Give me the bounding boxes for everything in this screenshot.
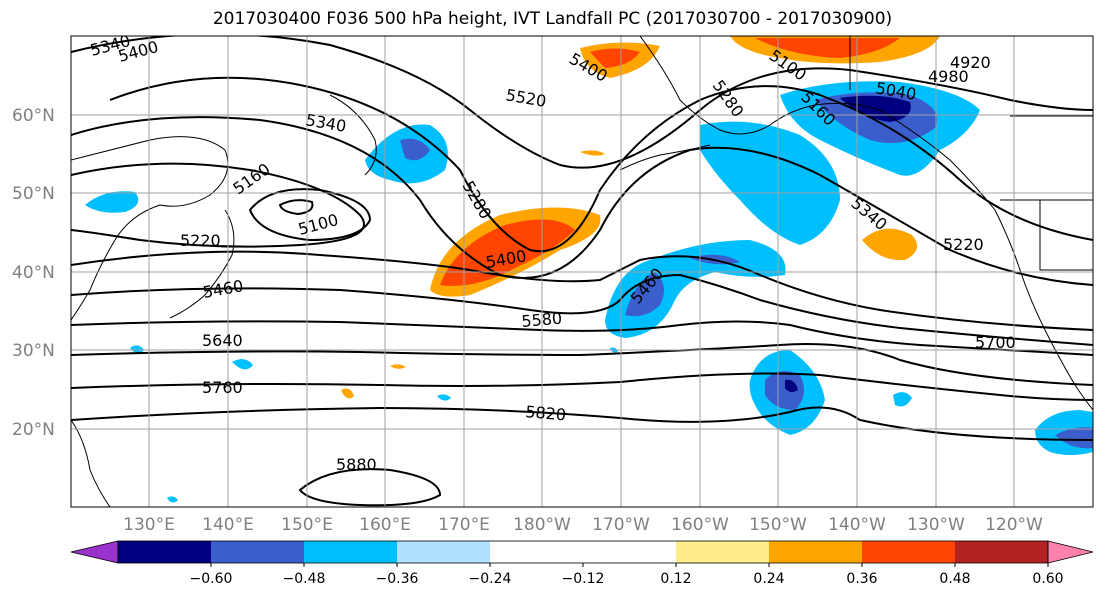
contour-line <box>71 320 1093 356</box>
contour-label: 5820 <box>525 402 567 424</box>
contour-label: 5760 <box>202 378 243 397</box>
ivt-positive-region <box>590 48 640 68</box>
coastline-asia <box>71 136 229 321</box>
lat-label: 40°N <box>12 263 55 283</box>
ivt-negative-region <box>85 191 139 213</box>
state-border <box>849 36 1093 271</box>
ivt-negative-region <box>437 394 451 401</box>
contour-line <box>248 188 372 242</box>
coastline-kamchatka <box>329 94 377 176</box>
ivt-negative-region <box>700 121 840 245</box>
coastline-japan <box>169 209 235 319</box>
contour-line <box>71 116 1093 286</box>
lon-label: 150°W <box>749 515 807 535</box>
colorbar-tick-label: −0.24 <box>469 571 512 587</box>
colorbar-bin <box>304 541 398 563</box>
contour-line <box>71 343 1093 386</box>
ivt-positive-region <box>440 219 575 286</box>
colorbar-tick-label: 0.48 <box>939 571 970 587</box>
ivt-negative-region <box>785 379 798 393</box>
ivt-negative-region <box>893 392 912 407</box>
coastline-na-west <box>994 209 1093 411</box>
contour-label: 5220 <box>180 231 221 250</box>
colorbar: −0.60 −0.48 −0.36 −0.24 −0.12 0.12 0.24 0.36 0.4… <box>70 540 1094 587</box>
contour-line <box>71 273 1093 346</box>
lon-label: 140°W <box>828 515 886 535</box>
lon-label: 130°E <box>123 515 175 535</box>
lon-label: 130°W <box>907 515 965 535</box>
ivt-positive-region <box>341 388 354 399</box>
ivt-positive-region <box>580 150 605 156</box>
coastlines <box>71 36 1093 507</box>
colorbar-tick-label: 0.12 <box>660 571 691 587</box>
longitude-labels: 130°E 140°E 150°E 160°E 170°E 180°W 170°… <box>123 515 1043 535</box>
lon-label: 120°W <box>985 515 1043 535</box>
ivt-shading <box>85 36 1093 503</box>
lat-label: 50°N <box>12 184 55 204</box>
lat-label: 20°N <box>12 420 55 440</box>
ivt-negative-region <box>167 496 178 503</box>
contour-label: 5640 <box>202 331 243 350</box>
graticule <box>71 36 1093 507</box>
colorbar-tick-label: 0.24 <box>753 571 784 587</box>
coastline-asia-south <box>71 419 111 507</box>
contour-line <box>278 199 314 216</box>
ivt-negative-region <box>765 371 804 410</box>
colorbar-tick-label: 0.36 <box>846 571 877 587</box>
ivt-negative-region <box>400 138 430 161</box>
lon-label: 170°E <box>438 515 490 535</box>
height-contours <box>71 36 1093 507</box>
contour-line <box>71 372 1093 401</box>
lat-label: 30°N <box>12 341 55 361</box>
lon-label: 140°E <box>202 515 254 535</box>
coastline-alaska <box>639 36 996 211</box>
colorbar-tick-label: −0.48 <box>283 571 326 587</box>
contour-label: 4980 <box>928 67 969 86</box>
ivt-positive-region <box>390 364 406 369</box>
contour-label: 5700 <box>975 333 1016 352</box>
plot-frame <box>70 35 1094 508</box>
ivt-negative-region <box>130 345 144 354</box>
lon-label: 180°W <box>513 515 571 535</box>
coastline-aleutians <box>619 144 711 171</box>
colorbar-bin <box>862 541 956 563</box>
ivt-negative-region <box>605 240 786 338</box>
lon-label: 150°E <box>281 515 333 535</box>
ivt-positive-region <box>755 38 900 58</box>
lat-label: 60°N <box>12 106 55 126</box>
colorbar-tick-label: 0.60 <box>1032 571 1063 587</box>
lon-label: 160°E <box>359 515 411 535</box>
colorbar-bin <box>397 541 491 563</box>
colorbar-tick-label: −0.60 <box>190 571 233 587</box>
ivt-positive-region <box>862 228 918 261</box>
colorbar-bin <box>490 541 584 563</box>
colorbar-bin <box>676 541 770 563</box>
colorbar-bin <box>583 541 677 563</box>
colorbar-tick-label: −0.36 <box>376 571 419 587</box>
contour-label: 5880 <box>336 455 377 474</box>
colorbar-max-arrow <box>1047 540 1094 564</box>
colorbar-bin <box>211 541 305 563</box>
contour-line <box>298 468 442 507</box>
map-title: 2017030400 F036 500 hPa height, IVT Land… <box>212 9 893 29</box>
contour-label: 5580 <box>521 309 563 331</box>
colorbar-bin <box>118 541 212 563</box>
colorbar-bin <box>955 541 1049 563</box>
lon-label: 160°W <box>671 515 729 535</box>
ivt-negative-region <box>232 359 253 370</box>
colorbar-bin <box>769 541 863 563</box>
ivt-negative-region <box>625 272 664 317</box>
latitude-labels: 60°N 50°N 40°N 30°N 20°N <box>12 106 55 440</box>
colorbar-tick-label: −0.12 <box>562 571 605 587</box>
contour-label: 5220 <box>943 235 984 254</box>
contour-line <box>109 76 1093 253</box>
colorbar-min-arrow <box>70 540 119 564</box>
ivt-negative-region <box>1055 427 1093 449</box>
lon-label: 170°W <box>592 515 650 535</box>
contour-label: 4920 <box>950 53 991 72</box>
contour-line <box>71 36 1093 169</box>
contour-line <box>71 406 1093 441</box>
